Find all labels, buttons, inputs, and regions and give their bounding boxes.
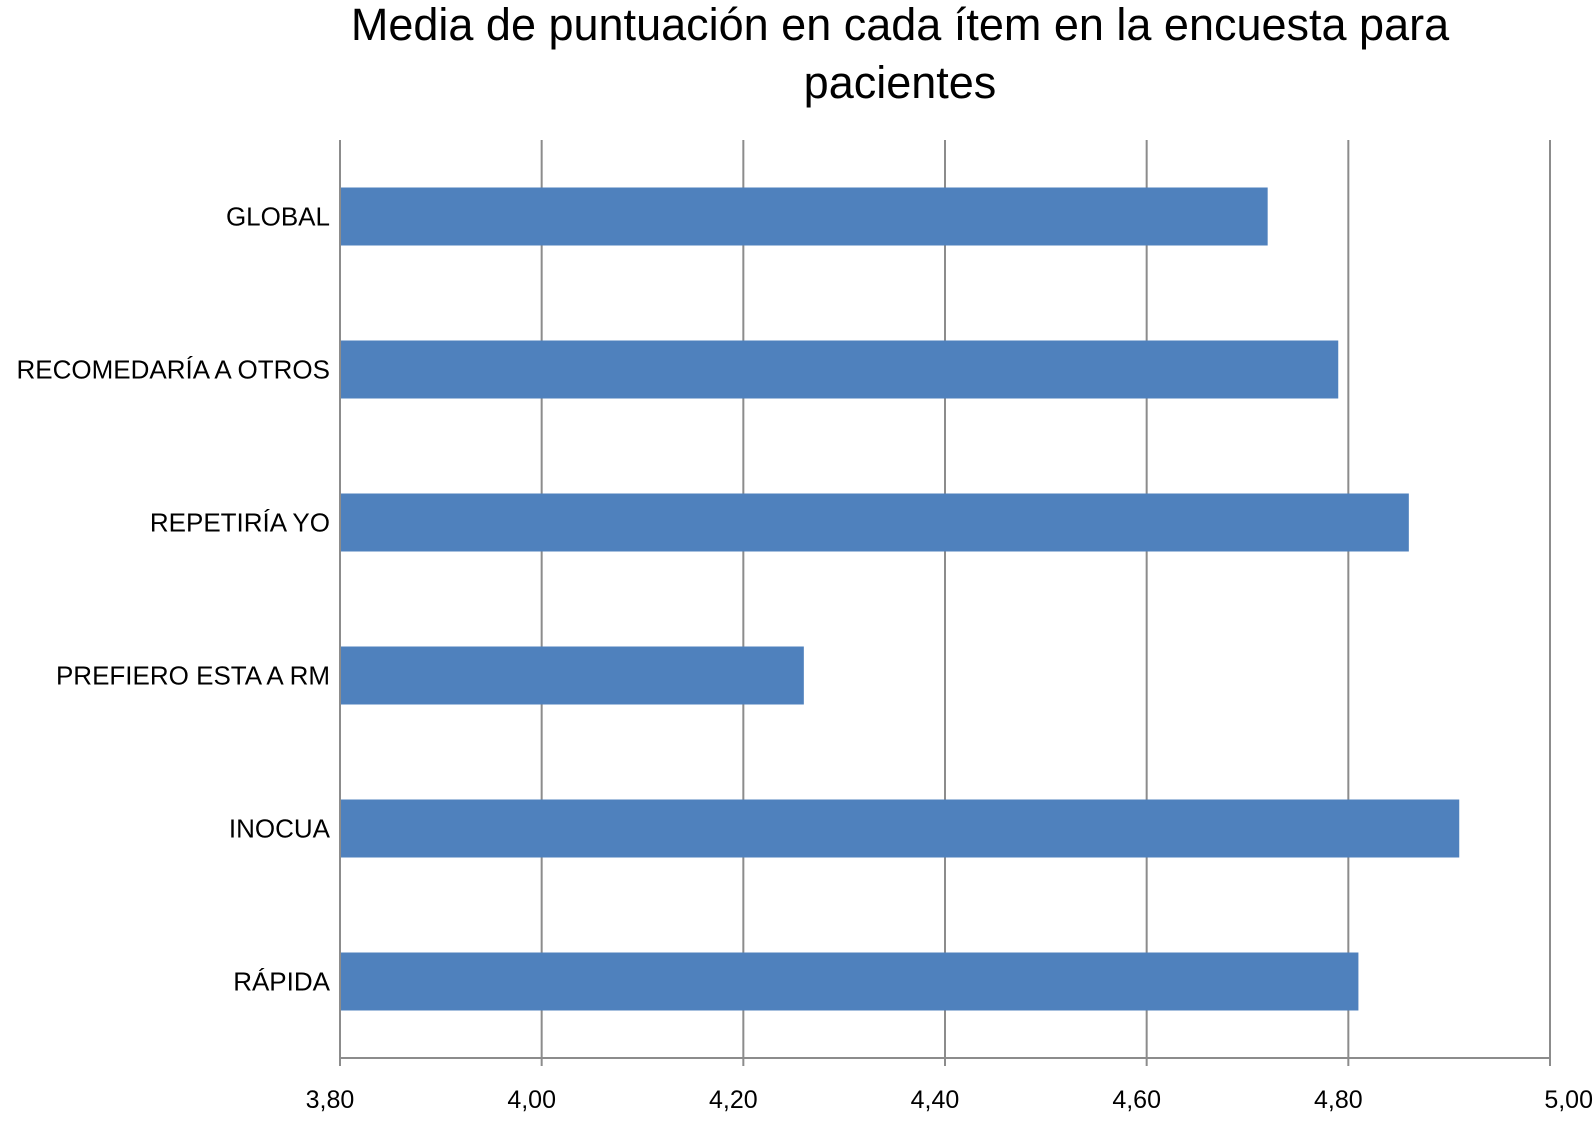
axes: [339, 140, 1551, 1066]
bars: [340, 187, 1460, 1011]
bar: [340, 340, 1339, 399]
x-tick-label: 5,00: [1544, 1086, 1593, 1114]
x-tick-labels: 3,80 4,00 4,20 4,40 4,60 4,80 5,00: [306, 1086, 1593, 1114]
category-label: REPETIRÍA YO: [150, 508, 330, 538]
category-label: GLOBAL: [226, 202, 330, 232]
bar: [340, 187, 1268, 246]
category-label: RÁPIDA: [233, 967, 330, 997]
x-tick-label: 4,60: [1112, 1086, 1161, 1114]
bar: [340, 799, 1460, 858]
x-tick-label: 4,80: [1314, 1086, 1363, 1114]
category-label: INOCUA: [229, 814, 331, 844]
category-labels: GLOBAL RECOMEDARÍA A OTROS REPETIRÍA YO PRE…: [16, 202, 330, 997]
bar: [340, 952, 1359, 1011]
bar: [340, 646, 804, 705]
gridlines: [339, 140, 1551, 1058]
x-tick-label: 4,20: [709, 1086, 758, 1114]
x-tick-label: 4,40: [911, 1086, 960, 1114]
category-label: RECOMEDARÍA A OTROS: [16, 355, 330, 385]
chart-title-line-1: Media de puntuación en cada ítem en la e…: [351, 0, 1450, 50]
category-label: PREFIERO ESTA A RM: [56, 661, 330, 691]
x-tick-label: 3,80: [306, 1086, 355, 1114]
x-tick-label: 4,00: [507, 1086, 556, 1114]
bar: [340, 493, 1409, 552]
chart-title-line-2: pacientes: [804, 57, 997, 108]
